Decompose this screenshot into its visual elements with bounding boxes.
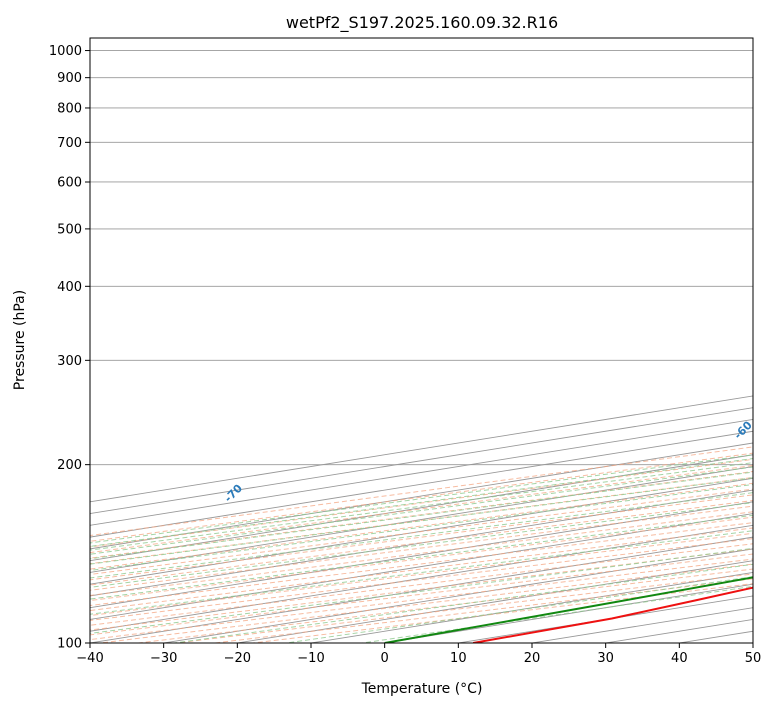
x-tick-label: 10 bbox=[450, 651, 467, 666]
x-tick-label: 50 bbox=[745, 651, 762, 666]
isotherm-line bbox=[308, 571, 753, 643]
y-tick-label: 900 bbox=[57, 71, 82, 86]
plot-frame bbox=[89, 37, 754, 644]
y-tick-label: 400 bbox=[57, 280, 82, 295]
dry-adiabat-line bbox=[90, 516, 753, 602]
x-tick-label: 40 bbox=[671, 651, 688, 666]
isotherm-line bbox=[90, 513, 753, 620]
x-axis-ticks: −40 −30 −20 −10 0 10 20 30 40 50 bbox=[76, 643, 761, 666]
y-tick-label: 200 bbox=[57, 458, 82, 473]
isotherm-line bbox=[90, 454, 753, 562]
x-tick-label: −30 bbox=[150, 651, 177, 666]
y-tick-label: 800 bbox=[57, 101, 82, 116]
x-axis-label: Temperature (°C) bbox=[361, 681, 483, 697]
x-tick-label: 0 bbox=[381, 651, 389, 666]
y-tick-label: 300 bbox=[57, 354, 82, 369]
x-tick-label: 30 bbox=[597, 651, 614, 666]
y-tick-label: 500 bbox=[57, 222, 82, 237]
isotherm-line bbox=[529, 607, 753, 643]
y-axis-ticks: 1000 900 800 700 600 500 400 300 200 100 bbox=[49, 44, 90, 652]
x-tick-label: −10 bbox=[297, 651, 324, 666]
isotherm-line bbox=[90, 536, 753, 643]
chart-title: wetPf2_S197.2025.160.09.32.R16 bbox=[286, 13, 558, 33]
background-lines bbox=[90, 50, 753, 643]
isotherm-line bbox=[90, 477, 753, 585]
x-tick-label: −20 bbox=[224, 651, 251, 666]
y-tick-label: 700 bbox=[57, 136, 82, 151]
x-tick-label: −40 bbox=[76, 651, 103, 666]
isotherm-line bbox=[676, 630, 753, 643]
y-axis-label: Pressure (hPa) bbox=[12, 290, 28, 390]
x-tick-label: 20 bbox=[524, 651, 541, 666]
isotherm-line bbox=[90, 501, 753, 609]
isotherm-line bbox=[455, 595, 753, 643]
y-tick-label: 1000 bbox=[49, 44, 82, 59]
isotherm-line bbox=[234, 560, 753, 643]
isotherm-line bbox=[160, 548, 753, 643]
y-tick-label: 100 bbox=[57, 637, 82, 652]
y-tick-label: 600 bbox=[57, 175, 82, 190]
